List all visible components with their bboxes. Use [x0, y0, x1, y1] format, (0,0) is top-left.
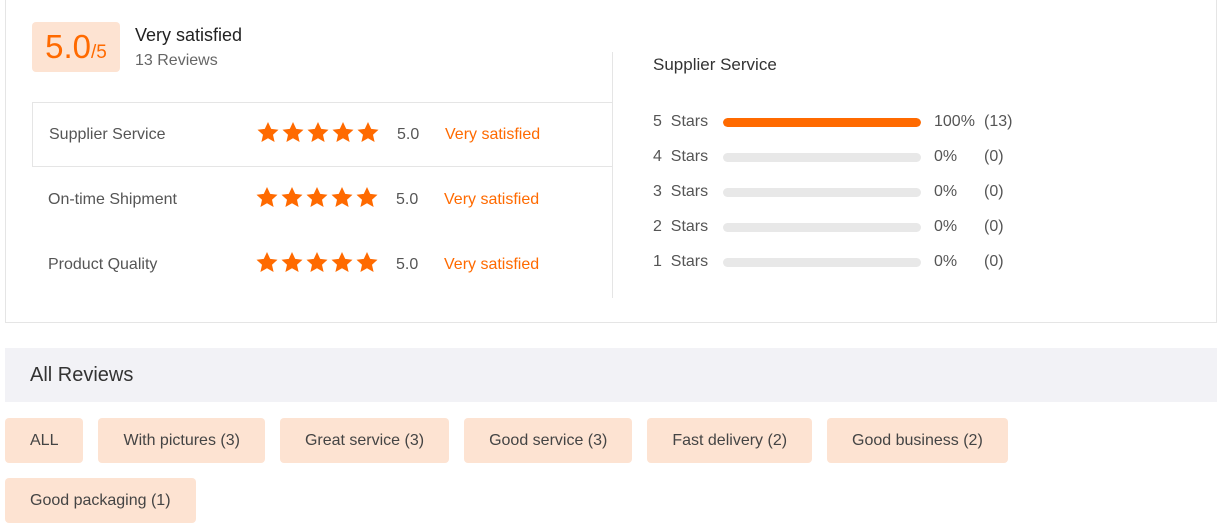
progress-bar — [723, 152, 921, 162]
divider — [612, 52, 613, 298]
star-icon — [331, 121, 355, 148]
star-rating — [255, 251, 379, 278]
rating-text: Very satisfied — [445, 125, 541, 143]
count: (0) — [984, 148, 1004, 165]
filter-tag[interactable]: Great service (3) — [279, 418, 450, 463]
progress-bar — [723, 187, 921, 197]
filter-tag[interactable]: With pictures (3) — [98, 418, 265, 463]
score-denominator: /5 — [91, 42, 107, 63]
count: (0) — [984, 253, 1004, 270]
count: (0) — [984, 218, 1004, 235]
star-distribution-row: 4 Stars 0% (0) — [653, 147, 1004, 167]
progress-fill — [723, 117, 921, 127]
review-filter-tags: ALL With pictures (3) Great service (3) Goo… — [5, 418, 1065, 523]
star-icon — [255, 186, 279, 213]
star-icon — [305, 251, 329, 278]
star-icon — [281, 121, 305, 148]
star-distribution-row: 2 Stars 0% (0) — [653, 217, 1004, 237]
rating-row[interactable]: Product Quality 5.0 Very satisfied — [32, 232, 612, 297]
rating-label: On-time Shipment — [48, 190, 177, 208]
percent: 0% — [934, 218, 958, 235]
star-icon — [280, 186, 304, 213]
star-rating — [256, 121, 380, 148]
progress-bar — [723, 257, 921, 267]
percent: 0% — [934, 183, 958, 200]
star-icon — [330, 186, 354, 213]
overall-label: Very satisfied — [135, 25, 243, 45]
rating-value: 5.0 — [396, 255, 419, 273]
filter-tag[interactable]: Fast delivery (2) — [647, 418, 813, 463]
count: (0) — [984, 183, 1004, 200]
percent: 0% — [934, 253, 958, 270]
star-icon — [256, 121, 280, 148]
overall-score-badge: 5.0/5 — [32, 22, 120, 72]
star-icon — [330, 251, 354, 278]
rating-summary-card: 5.0/5 Very satisfied 13 Reviews Supplier… — [5, 0, 1217, 323]
star-level: 3 Stars — [653, 183, 709, 200]
filter-tag[interactable]: Good business (2) — [827, 418, 1008, 463]
progress-bar — [723, 222, 921, 232]
filter-tag[interactable]: Good service (3) — [464, 418, 633, 463]
star-icon — [355, 186, 379, 213]
count: (13) — [984, 113, 1013, 130]
overall-score: 5.0 — [45, 28, 91, 65]
rating-text: Very satisfied — [444, 255, 540, 273]
filter-tag[interactable]: Good packaging (1) — [5, 478, 196, 523]
review-count: 13 Reviews — [135, 52, 218, 69]
percent: 100% — [934, 113, 975, 130]
star-level: 2 Stars — [653, 218, 709, 235]
rating-text: Very satisfied — [444, 190, 540, 208]
rating-row[interactable]: On-time Shipment 5.0 Very satisfied — [32, 167, 612, 232]
rating-label: Supplier Service — [49, 125, 166, 143]
rating-label: Product Quality — [48, 255, 158, 273]
star-icon — [280, 251, 304, 278]
filter-tag[interactable]: ALL — [5, 418, 84, 463]
star-icon — [305, 186, 329, 213]
rating-value: 5.0 — [397, 125, 420, 143]
all-reviews-header: All Reviews — [5, 348, 1217, 402]
star-icon — [355, 251, 379, 278]
rating-row[interactable]: Supplier Service 5.0 Very satisfied — [32, 102, 612, 167]
star-level: 1 Stars — [653, 253, 709, 270]
star-icon — [356, 121, 380, 148]
star-level: 5 Stars — [653, 113, 709, 130]
star-level: 4 Stars — [653, 148, 709, 165]
rating-value: 5.0 — [396, 190, 419, 208]
star-distribution-row: 3 Stars 0% (0) — [653, 182, 1004, 202]
star-distribution-row: 1 Stars 0% (0) — [653, 252, 1004, 272]
star-distribution-row: 5 Stars 100% (13) — [653, 112, 1012, 132]
distribution-title: Supplier Service — [653, 55, 777, 74]
star-rating — [255, 186, 379, 213]
star-icon — [306, 121, 330, 148]
star-icon — [255, 251, 279, 278]
percent: 0% — [934, 148, 958, 165]
progress-bar — [723, 117, 921, 127]
